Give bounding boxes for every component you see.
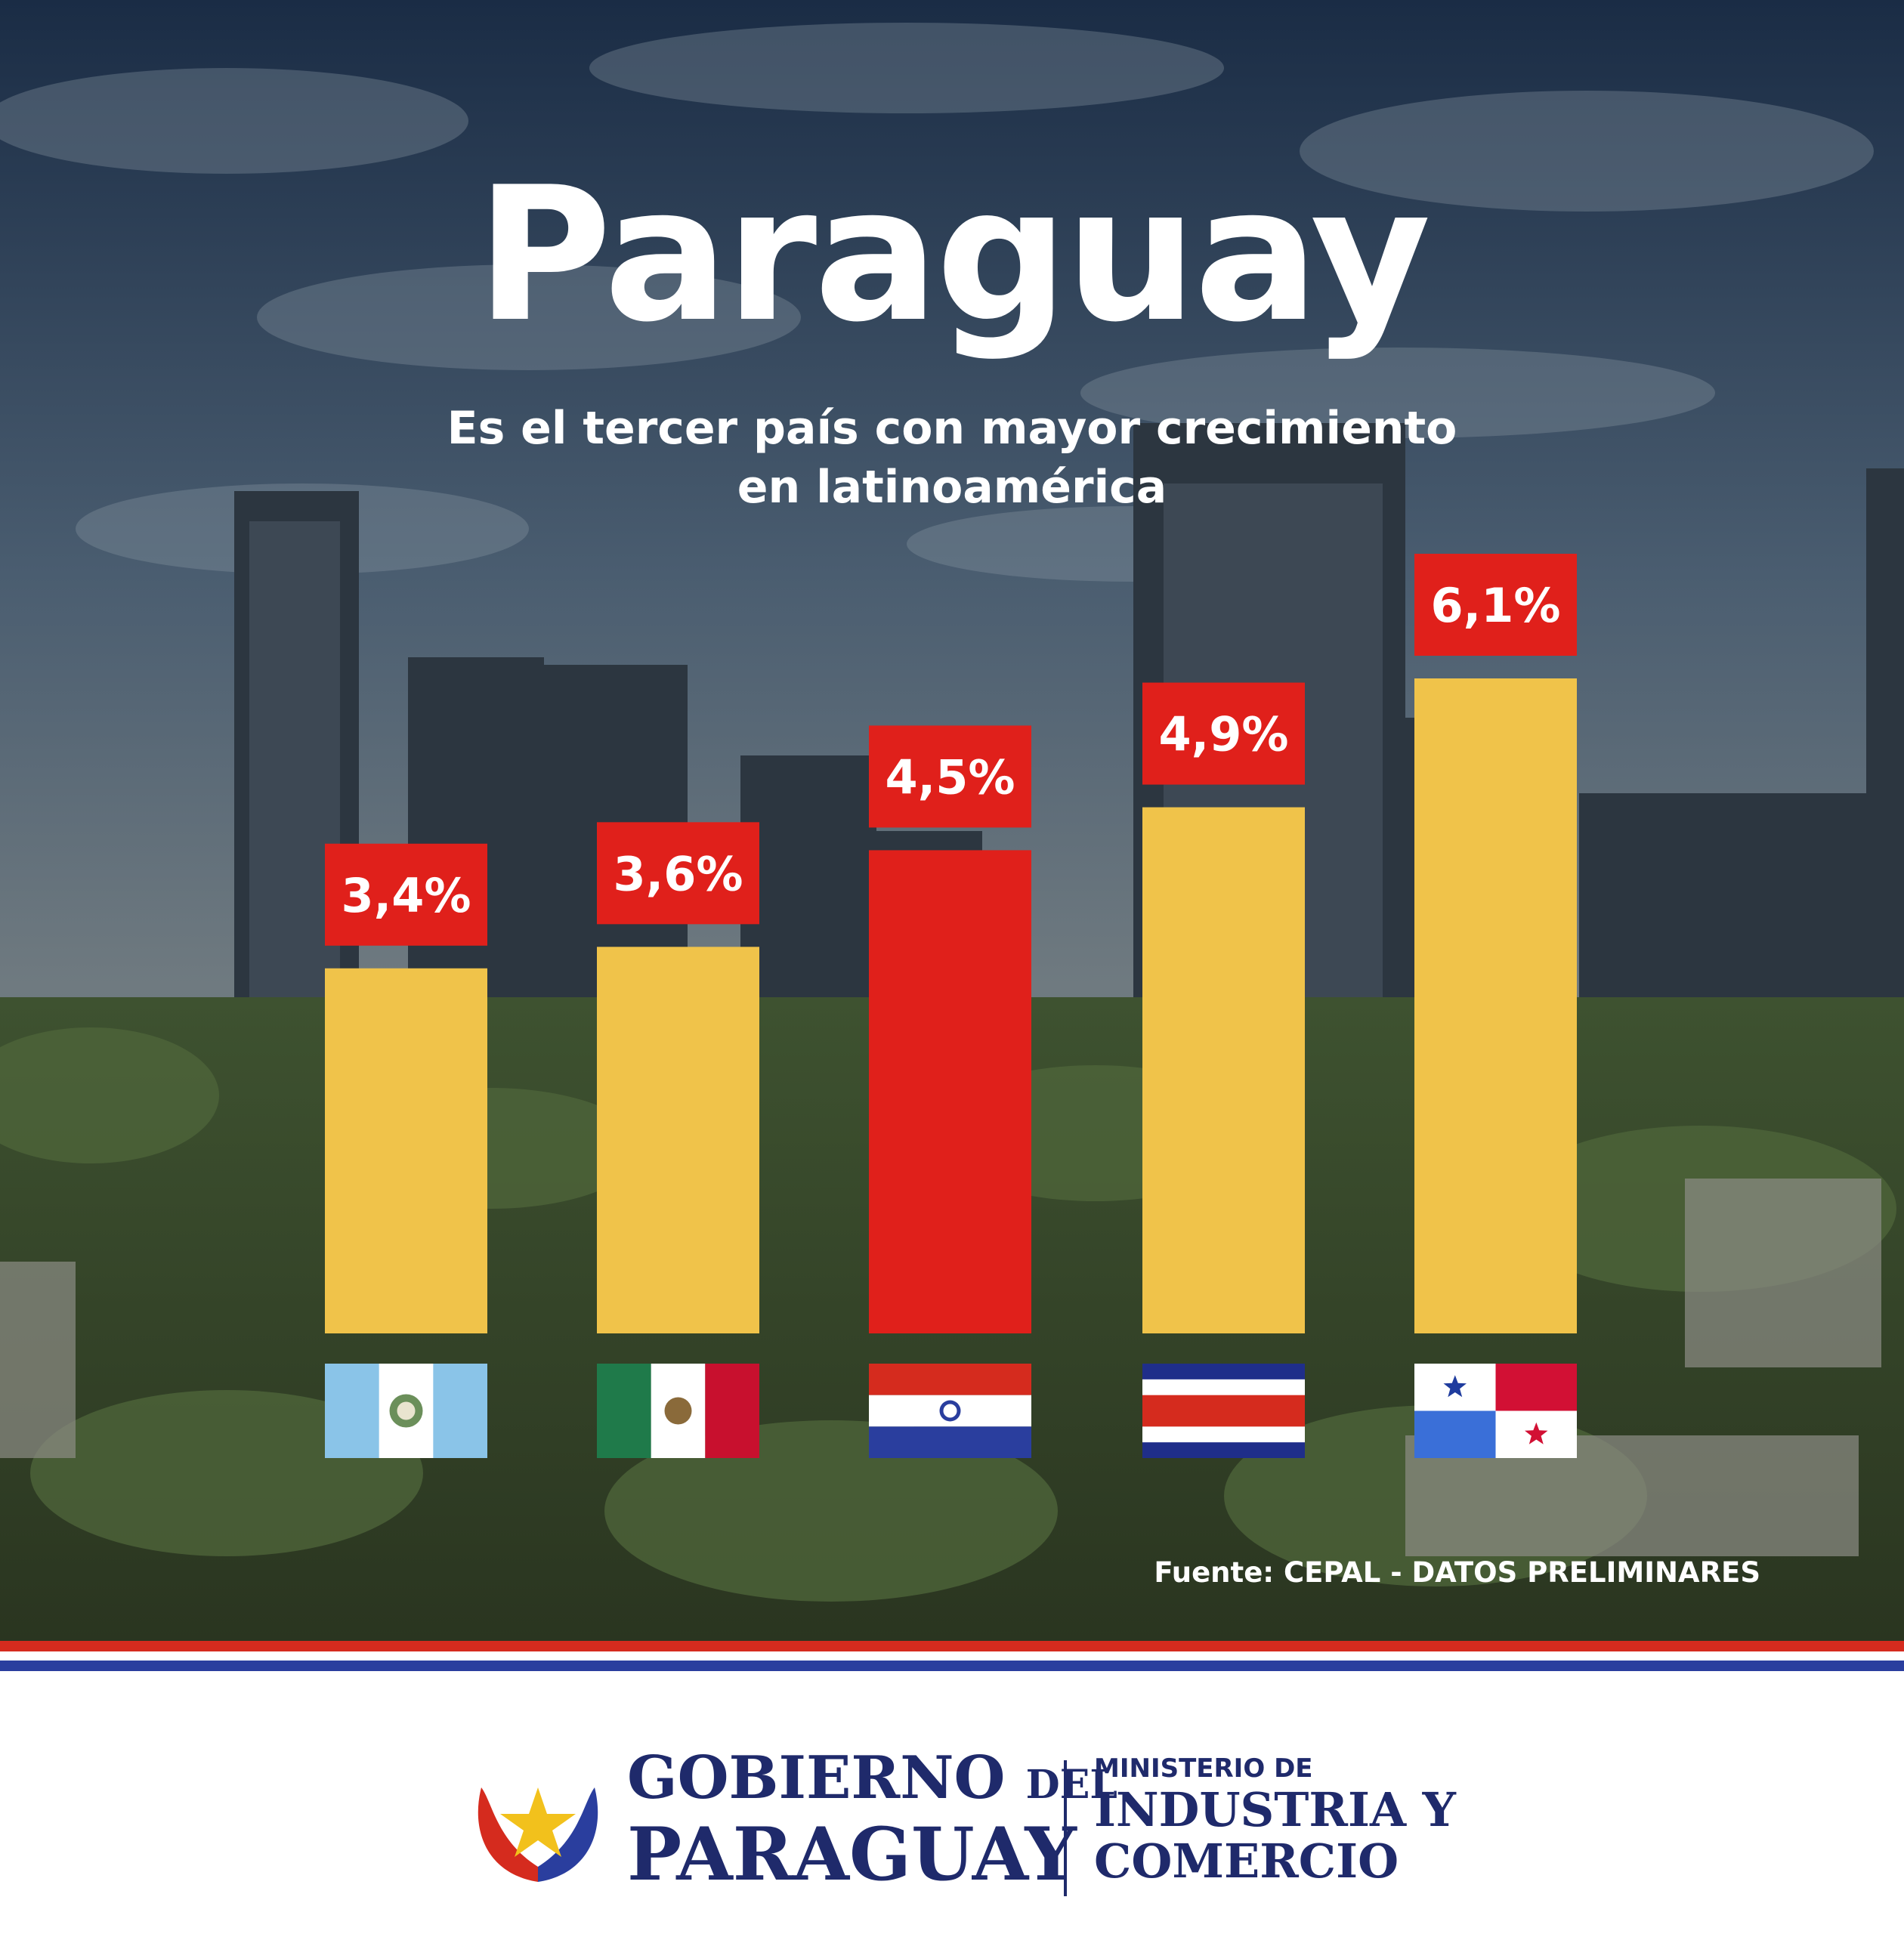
- bar-3: [1142, 807, 1305, 1333]
- ministry-wordmark: MINISTERIO DE INDUSTRIA Y COMERCIO: [1094, 1753, 1456, 1887]
- data-label-1: 3,6%: [614, 846, 743, 901]
- data-label-bg-0: [325, 843, 487, 946]
- guatemala-flag-icon: [325, 1364, 487, 1458]
- government-emblem-icon: [478, 1787, 598, 1882]
- stripe-blue: [0, 1661, 1904, 1671]
- gob-word-gobierno: GOBIERNO: [627, 1744, 1006, 1812]
- data-label-bg-4: [1414, 554, 1577, 656]
- data-label-4: 6,1%: [1431, 578, 1561, 633]
- source-note: Fuente: CEPAL - DATOS PRELIMINARES: [1154, 1556, 1760, 1589]
- ministry-line-3: COMERCIO: [1094, 1834, 1399, 1889]
- growth-bar-chart: 3,4% 3,6% 4,5% 4,9% 6,1%: [325, 554, 1577, 1458]
- ministry-line-1: MINISTERIO DE: [1094, 1753, 1313, 1784]
- mexico-flag-icon: [597, 1364, 759, 1458]
- data-label-3: 4,9%: [1159, 707, 1289, 762]
- ministry-line-2: INDUSTRIA Y: [1094, 1782, 1456, 1837]
- data-label-0: 3,4%: [342, 868, 471, 923]
- panama-flag-icon: [1414, 1364, 1577, 1458]
- subtitle-line-1: Es el tercer país con mayor crecimiento: [447, 402, 1457, 455]
- gob-word-del: DEL: [1025, 1762, 1117, 1808]
- data-label-2: 4,5%: [886, 749, 1015, 805]
- data-label-bg-2: [869, 725, 1031, 828]
- costa-rica-flag-icon: [1142, 1364, 1305, 1458]
- bar-4: [1414, 678, 1577, 1333]
- background-city-photo: [0, 0, 1904, 1641]
- footer-divider: [1064, 1760, 1067, 1896]
- bar-1: [597, 947, 759, 1333]
- stripe-red: [0, 1641, 1904, 1651]
- data-label-bg-3: [1142, 682, 1305, 785]
- data-label-bg-1: [597, 822, 759, 925]
- page-subtitle: Es el tercer país con mayor crecimiento …: [0, 399, 1904, 517]
- stripe-white: [0, 1651, 1904, 1661]
- paraguay-flag-icon: [869, 1364, 1031, 1458]
- gob-word-paraguay: PARAGUAY: [627, 1812, 1077, 1897]
- bar-2: [869, 850, 1031, 1333]
- subtitle-line-2: en latinoamérica: [737, 461, 1167, 514]
- footer: GOBIERNO DEL PARAGUAY MINISTERIO DE INDU…: [0, 1677, 1904, 1934]
- bar-0: [325, 968, 487, 1333]
- government-wordmark: GOBIERNO DEL PARAGUAY: [627, 1745, 1117, 1891]
- page-title: Paraguay: [476, 147, 1431, 363]
